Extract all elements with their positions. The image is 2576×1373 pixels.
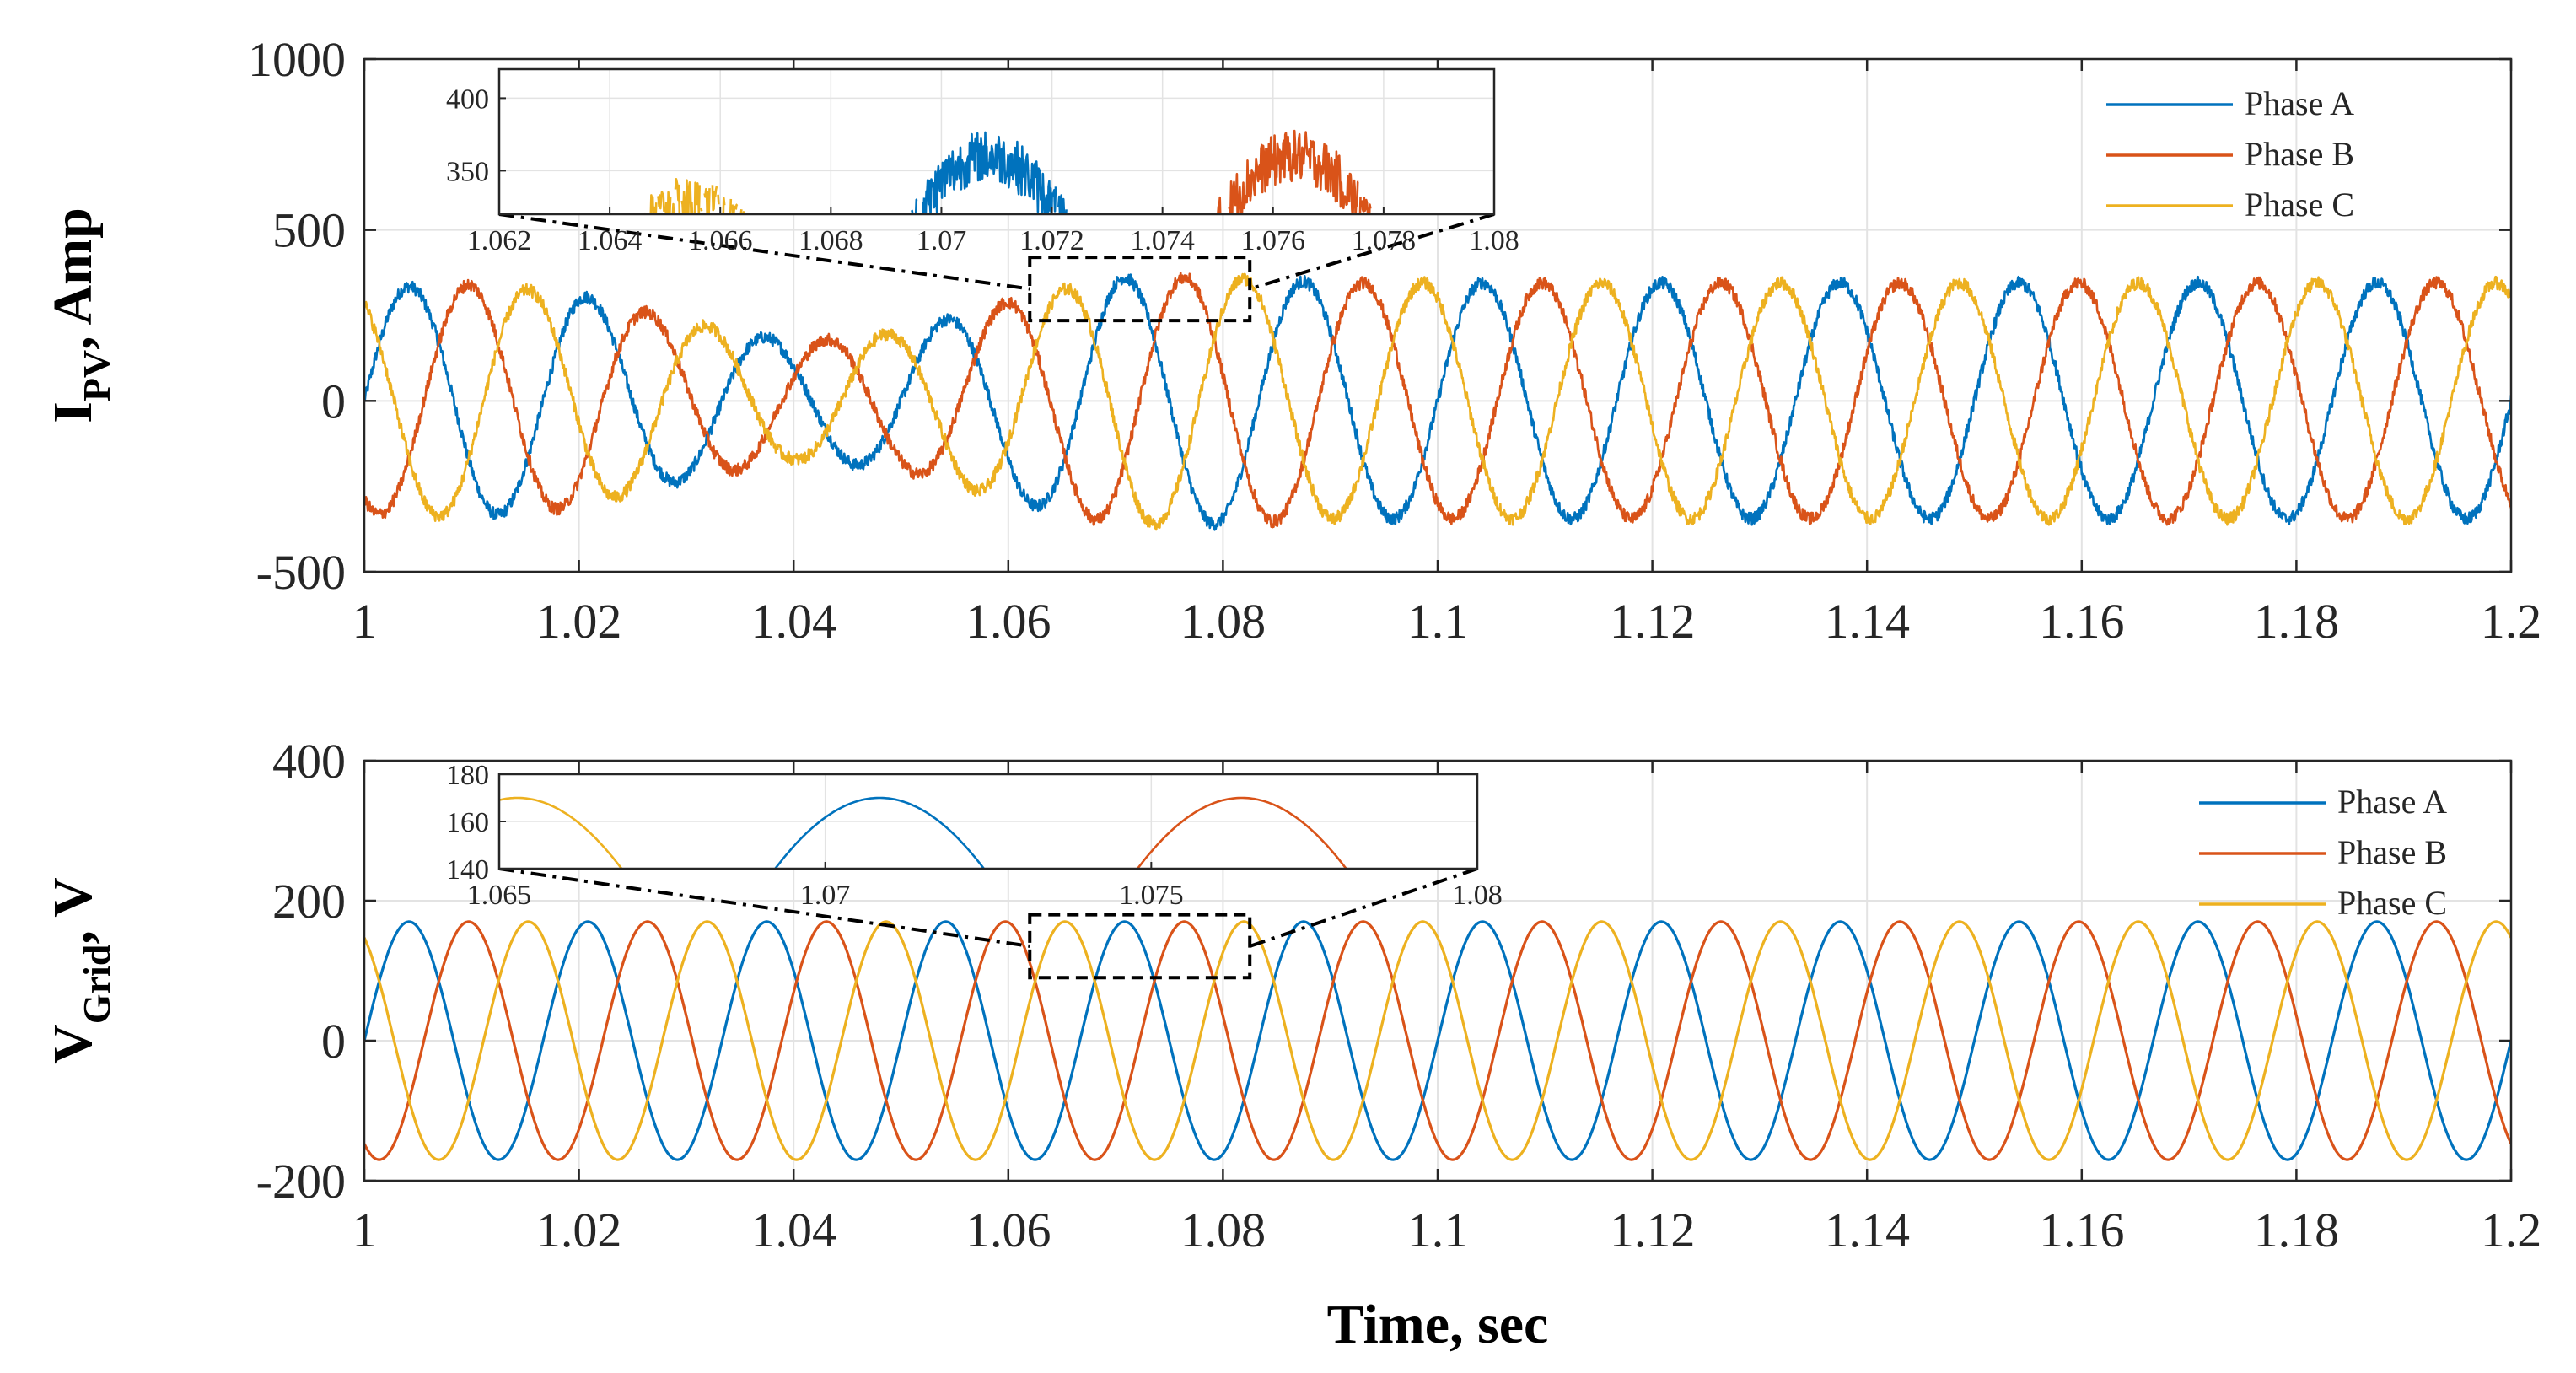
inset-plot: 1.062 1.064 1.066 1.068 1.07 1.072 1.074 1.076 1…: [446, 67, 1519, 256]
series-line-phase-b: [364, 920, 2511, 1161]
x-tick-label: 1.16: [2039, 1203, 2125, 1257]
zoom-box: [498, 867, 1478, 980]
inset-x-tick-label: 1.07: [917, 225, 967, 256]
y-tick-label: 200: [272, 874, 346, 929]
inset-x-tick-label: 1.08: [1452, 880, 1503, 911]
zoom-box: [498, 213, 1495, 323]
y-tick-label: 400: [272, 734, 346, 789]
inset-line-phase-b: [1136, 796, 1348, 869]
y-tick-label: -200: [256, 1154, 346, 1209]
x-tick-label: 1.14: [1824, 1203, 1910, 1257]
inset-x-tick-label: 1.066: [688, 225, 753, 256]
x-tick-label: 1.08: [1180, 1203, 1266, 1257]
x-tick-label: 1: [352, 1203, 377, 1257]
x-tick-label: 1.02: [536, 594, 622, 649]
x-tick-label: 1.16: [2039, 594, 2125, 649]
x-tick-label: 1.18: [2254, 1203, 2340, 1257]
series-group: [364, 272, 2511, 531]
inset-y-tick-label: 350: [446, 156, 489, 187]
inset-x-tick-label: 1.062: [467, 225, 532, 256]
x-tick-label: 1.02: [536, 1203, 622, 1257]
inset-x-tick-label: 1.074: [1130, 225, 1195, 256]
inset-frame: [497, 67, 1496, 216]
x-tick-label: 1.1: [1407, 594, 1469, 649]
inset-x-tick-label: 1.064: [578, 225, 643, 256]
x-tick-label: 1: [352, 594, 377, 649]
x-axis-label: Time, sec: [1327, 1294, 1549, 1355]
x-tick-label: 1.14: [1824, 594, 1910, 649]
y-label-sub: PV: [75, 350, 118, 401]
ticks: 1 1.02 1.04 1.06 1.08 1.1 1.12 1.14 1.16 1.18 1.2 -…: [248, 32, 2541, 649]
inset-x-tick-label: 1.072: [1019, 225, 1084, 256]
y-label-main: I: [42, 401, 104, 423]
y-axis-label: VGrid, V: [42, 877, 118, 1064]
inset-x-tick-label: 1.08: [1469, 225, 1519, 256]
series-line-phase-a: [364, 920, 2511, 1161]
zoom-rectangle: [1028, 256, 1252, 323]
ticks: 1 1.02 1.04 1.06 1.08 1.1 1.12 1.14 1.16 1.18 1.2 -…: [256, 734, 2542, 1257]
voltage-panel: 1 1.02 1.04 1.06 1.08 1.1 1.12 1.14 1.16 1.18 1.2 -…: [42, 734, 2541, 1355]
y-tick-label: 0: [321, 1014, 346, 1069]
inset-series-group: [499, 796, 1348, 869]
legend-label-phase-c: Phase C: [2245, 186, 2354, 223]
y-tick-label: 1000: [248, 32, 346, 87]
y-label-rest: , Amp: [42, 207, 104, 350]
series-line-phase-b: [364, 272, 2511, 529]
legend-label-phase-b: Phase B: [2245, 135, 2354, 173]
series-line-phase-c: [364, 920, 2511, 1161]
x-tick-label: 1.12: [1610, 1203, 1696, 1257]
x-tick-label: 1.06: [965, 1203, 1051, 1257]
x-tick-label: 1.12: [1610, 594, 1696, 649]
y-label-sub: Grid: [75, 944, 118, 1024]
inset-line-phase-c: [499, 796, 623, 869]
y-tick-label: 0: [321, 374, 346, 428]
y-axis-label: IPV, Amp: [42, 207, 118, 423]
x-tick-label: 1.06: [965, 594, 1051, 649]
inset-x-tick-label: 1.07: [800, 880, 851, 911]
inset-plot: 1.065 1.07 1.075 1.08 140 160 180: [446, 760, 1503, 911]
inset-background: [499, 69, 1494, 214]
series-line-phase-a: [364, 273, 2511, 531]
inset-x-tick-label: 1.076: [1241, 225, 1306, 256]
inset-y-tick-label: 400: [446, 83, 489, 115]
x-tick-label: 1.04: [750, 1203, 836, 1257]
x-tick-label: 1.2: [2481, 1203, 2542, 1257]
x-tick-label: 1.04: [750, 594, 836, 649]
inset-x-tick-label: 1.075: [1119, 880, 1184, 911]
series-group: [364, 920, 2511, 1161]
inset-x-tick-label: 1.065: [467, 880, 532, 911]
zoom-connector-left: [498, 213, 1030, 291]
legend-label-phase-a: Phase A: [2245, 84, 2354, 122]
zoom-rectangle: [1028, 913, 1252, 980]
current-panel: 1 1.02 1.04 1.06 1.08 1.1 1.12 1.14 1.16 1.18 1.2 -…: [42, 32, 2541, 649]
zoom-connector-right: [1249, 213, 1495, 291]
legend: Phase A Phase B Phase C: [2199, 783, 2447, 922]
legend-label-phase-a: Phase A: [2337, 783, 2447, 821]
y-tick-label: -500: [256, 545, 346, 600]
inset-y-tick-label: 180: [446, 760, 489, 791]
inset-x-tick-label: 1.068: [799, 225, 863, 256]
x-tick-label: 1.2: [2481, 594, 2542, 649]
legend-label-phase-b: Phase B: [2337, 833, 2447, 871]
inset-x-tick-label: 1.078: [1352, 225, 1417, 256]
legend-label-phase-c: Phase C: [2337, 884, 2447, 922]
y-label-main: V: [42, 1024, 104, 1064]
legend: Phase A Phase B Phase C: [2106, 84, 2354, 223]
y-label-rest: , V: [42, 877, 104, 944]
zoom-connector-right: [1249, 867, 1478, 948]
inset-y-tick-label: 140: [446, 854, 489, 886]
series-line-phase-c: [364, 272, 2511, 531]
x-tick-label: 1.1: [1407, 1203, 1469, 1257]
inset-y-tick-label: 160: [446, 807, 489, 838]
inset-line-phase-a: [773, 796, 986, 869]
y-tick-label: 500: [272, 203, 346, 258]
x-tick-label: 1.08: [1180, 594, 1266, 649]
x-tick-label: 1.18: [2254, 594, 2340, 649]
zoom-connector-left: [498, 867, 1030, 948]
